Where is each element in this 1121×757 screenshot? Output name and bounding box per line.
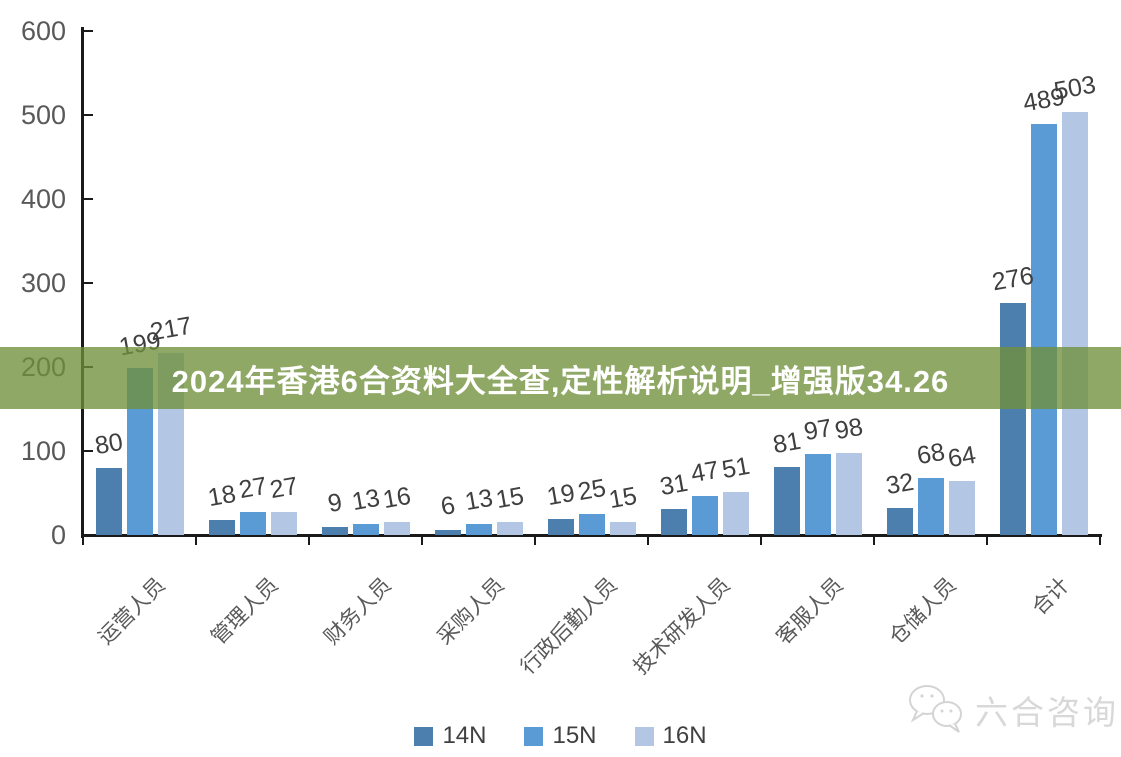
bar [578,514,605,535]
bar [208,519,235,535]
bar [1061,112,1088,535]
x-tick [986,536,988,545]
category-label: 管理人员 [206,573,283,650]
bar [999,303,1026,535]
legend-label: 16N [662,722,707,749]
x-tick [82,536,84,545]
x-tick [647,536,649,545]
x-tick [760,536,762,545]
chart-legend: 14N 15N 16N [0,722,1121,750]
bar [722,492,749,535]
legend-label: 15N [552,722,597,749]
y-tick [84,282,93,284]
bar [95,467,122,535]
category-label: 客服人员 [771,573,848,650]
x-tick [873,536,875,545]
y-tick [84,114,93,116]
data-label: 51 [719,451,752,485]
y-axis-label: 300 [20,268,66,298]
x-tick [308,536,310,545]
legend-swatch [524,726,544,746]
category-label: 行政后勤人员 [515,573,622,679]
x-tick [195,536,197,545]
data-label: 503 [1051,71,1098,106]
bar [804,453,831,535]
bar [835,452,862,535]
bar [773,466,800,535]
legend-swatch [634,726,654,746]
data-label: 217 [147,311,194,347]
bar [434,529,461,535]
legend-swatch [414,726,434,746]
x-tick [1099,536,1101,545]
y-axis-label: 500 [20,100,66,130]
legend-item: 14N [414,722,486,750]
bar [660,508,687,535]
y-tick [84,450,93,452]
wechat-icon [903,678,969,741]
y-axis-label: 0 [50,520,66,550]
y-axis-label: 100 [20,436,66,466]
x-tick [534,536,536,545]
x-tick [421,536,423,545]
legend-item: 16N [634,722,707,750]
bar [465,524,492,535]
category-label: 采购人员 [432,573,509,650]
category-label: 仓储人员 [884,573,961,650]
bar [270,512,297,535]
bar [547,519,574,535]
bar [352,524,379,535]
x-axis-line [81,534,1102,537]
category-label: 运营人员 [93,573,170,650]
y-axis-line [81,27,84,538]
watermark-text: 六合咨询 [975,693,1119,731]
bar [496,522,523,535]
bar [1030,124,1057,535]
bar [917,477,944,535]
bar [886,508,913,535]
y-axis-label: 600 [20,16,66,46]
category-label: 技术研发人员 [628,573,735,679]
category-label: 合计 [1027,573,1074,620]
category-label: 财务人员 [319,573,396,650]
bar [609,522,636,535]
legend-label: 14N [442,722,487,749]
y-tick [84,30,93,32]
bar [691,495,718,535]
bar [948,481,975,535]
y-axis-label: 400 [20,184,66,214]
y-tick [84,198,93,200]
bar [321,527,348,535]
banner-overlay: 2024年香港6合资料大全查,定性解析说明_增强版34.26 [0,347,1121,409]
bar [239,512,266,535]
legend-item: 15N [524,722,597,750]
watermark: 六合咨询 [903,678,1119,741]
y-tick [84,534,93,536]
bar [383,521,410,535]
banner-title: 2024年香港6合资料大全查,定性解析说明_增强版34.26 [171,363,950,399]
